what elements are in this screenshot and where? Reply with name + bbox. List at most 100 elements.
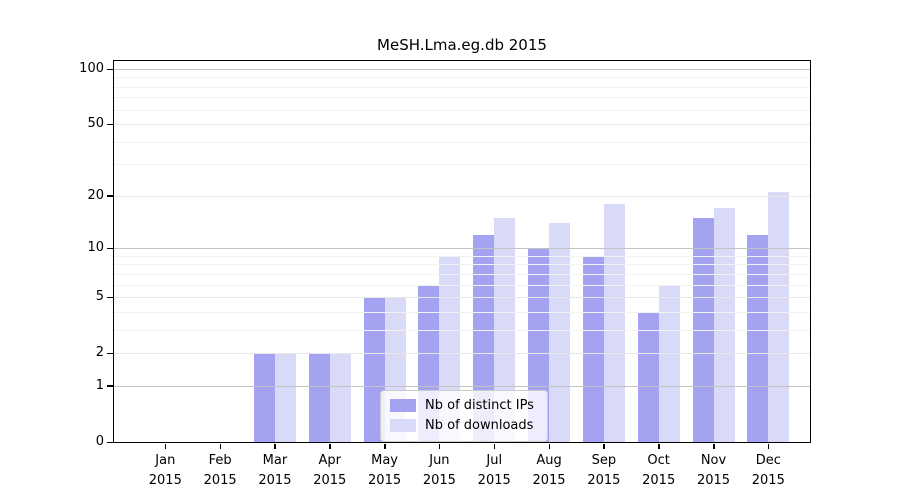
bar-downloads-aug: [549, 223, 571, 442]
x-tick-label-nov: Nov 2015: [679, 451, 749, 490]
bar-downloads-apr: [329, 353, 351, 442]
legend-label-downloads: Nb of downloads: [425, 418, 534, 433]
gridline-50: [114, 124, 810, 126]
x-tick-year: 2015: [422, 472, 456, 488]
x-tick-oct: [658, 444, 660, 449]
x-tick-label-mar: Mar 2015: [240, 451, 310, 490]
y-tick-5: [107, 296, 113, 299]
y-tick-10: [107, 247, 113, 250]
bar-ips-oct: [637, 311, 659, 442]
x-tick-month: Oct: [647, 453, 670, 468]
x-tick-year: 2015: [203, 472, 237, 488]
x-tick-label-dec: Dec 2015: [733, 451, 803, 490]
bar-downloads-dec: [768, 192, 790, 442]
bar-downloads-nov: [713, 208, 735, 442]
x-tick-month: May: [371, 453, 399, 468]
x-tick-apr: [329, 444, 331, 449]
x-tick-aug: [548, 444, 551, 449]
legend-swatch-downloads: [390, 419, 416, 432]
x-tick-label-may: May 2015: [350, 451, 420, 490]
x-tick-nov: [713, 444, 715, 449]
gridline-7: [114, 273, 810, 275]
x-tick-month: Jul: [486, 453, 503, 468]
x-tick-month: Aug: [536, 453, 562, 468]
chart-title: MeSH.Lma.eg.db 2015: [377, 36, 547, 54]
y-tick-label-1: 1: [95, 377, 104, 393]
legend-label-ips: Nb of distinct IPs: [425, 398, 534, 413]
y-tick-label-100: 100: [79, 61, 104, 76]
x-tick-label-feb: Feb 2015: [185, 451, 255, 490]
gridline-70: [114, 97, 810, 99]
x-tick-mar: [274, 444, 276, 449]
y-tick-2: [107, 352, 113, 355]
y-tick-label-0: 0: [95, 434, 104, 449]
gridline-5: [114, 297, 810, 299]
bar-downloads-mar: [274, 353, 296, 442]
gridline-40: [114, 141, 810, 143]
y-tick-label-2: 2: [95, 345, 104, 361]
x-tick-jan: [164, 444, 167, 449]
legend: Nb of distinct IPs Nb of downloads: [380, 390, 548, 442]
bar-ips-may: [363, 297, 385, 442]
gridline-90: [114, 77, 810, 79]
gridline-2: [114, 353, 810, 355]
x-tick-year: 2015: [258, 472, 292, 488]
plot-area: Nb of distinct IPs Nb of downloads: [113, 60, 811, 443]
x-tick-month: Sep: [591, 453, 617, 468]
gridline-1: [114, 385, 810, 387]
x-tick-month: Jun: [429, 453, 450, 468]
gridline-100: [114, 69, 810, 70]
x-tick-year: 2015: [532, 472, 566, 488]
gridline-10: [114, 248, 810, 250]
bar-ips-dec: [747, 234, 769, 442]
y-tick-50: [107, 123, 113, 126]
gridline-9: [114, 255, 810, 257]
x-tick-year: 2015: [148, 472, 182, 488]
y-tick-20: [107, 195, 113, 197]
bar-ips-mar: [253, 353, 275, 442]
x-tick-jul: [493, 444, 496, 449]
x-tick-label-jan: Jan 2015: [130, 451, 200, 490]
legend-entry-ips: Nb of distinct IPs: [390, 398, 538, 413]
x-tick-month: Apr: [318, 453, 342, 468]
x-tick-year: 2015: [751, 472, 785, 488]
gridline-20: [114, 195, 810, 197]
gridline-60: [114, 109, 810, 111]
x-tick-may: [384, 444, 386, 449]
bar-ips-apr: [308, 353, 330, 442]
x-tick-sep: [603, 444, 605, 449]
y-tick-label-20: 20: [87, 187, 104, 203]
y-tick-1: [107, 385, 113, 387]
x-tick-year: 2015: [587, 472, 621, 488]
gridline-4: [114, 311, 810, 313]
x-tick-label-aug: Aug 2015: [514, 451, 584, 490]
x-tick-label-jul: Jul 2015: [459, 451, 529, 490]
bar-downloads-sep: [603, 204, 625, 442]
x-tick-dec: [767, 444, 770, 449]
x-tick-month: Dec: [755, 453, 781, 468]
x-tick-year: 2015: [313, 472, 347, 488]
x-tick-feb: [219, 444, 222, 449]
legend-entry-downloads: Nb of downloads: [390, 418, 538, 433]
x-tick-month: Jan: [155, 453, 176, 468]
x-tick-year: 2015: [477, 472, 511, 488]
gridline-30: [114, 164, 810, 166]
gridline-80: [114, 86, 810, 88]
gridline-6: [114, 284, 810, 286]
x-tick-year: 2015: [642, 472, 676, 488]
x-tick-label-jun: Jun 2015: [404, 451, 474, 490]
x-tick-label-sep: Sep 2015: [569, 451, 639, 490]
x-tick-label-oct: Oct 2015: [624, 451, 694, 490]
y-tick-0: [107, 441, 113, 443]
y-tick-label-50: 50: [87, 116, 104, 132]
x-tick-year: 2015: [368, 472, 402, 488]
bar-downloads-oct: [658, 284, 680, 442]
x-tick-month: Nov: [700, 453, 727, 468]
gridline-8: [114, 264, 810, 266]
x-tick-label-apr: Apr 2015: [295, 451, 365, 490]
gridline-3: [114, 329, 810, 331]
y-tick-100: [107, 68, 113, 70]
legend-swatch-ips: [390, 399, 416, 412]
y-tick-label-10: 10: [87, 240, 104, 256]
